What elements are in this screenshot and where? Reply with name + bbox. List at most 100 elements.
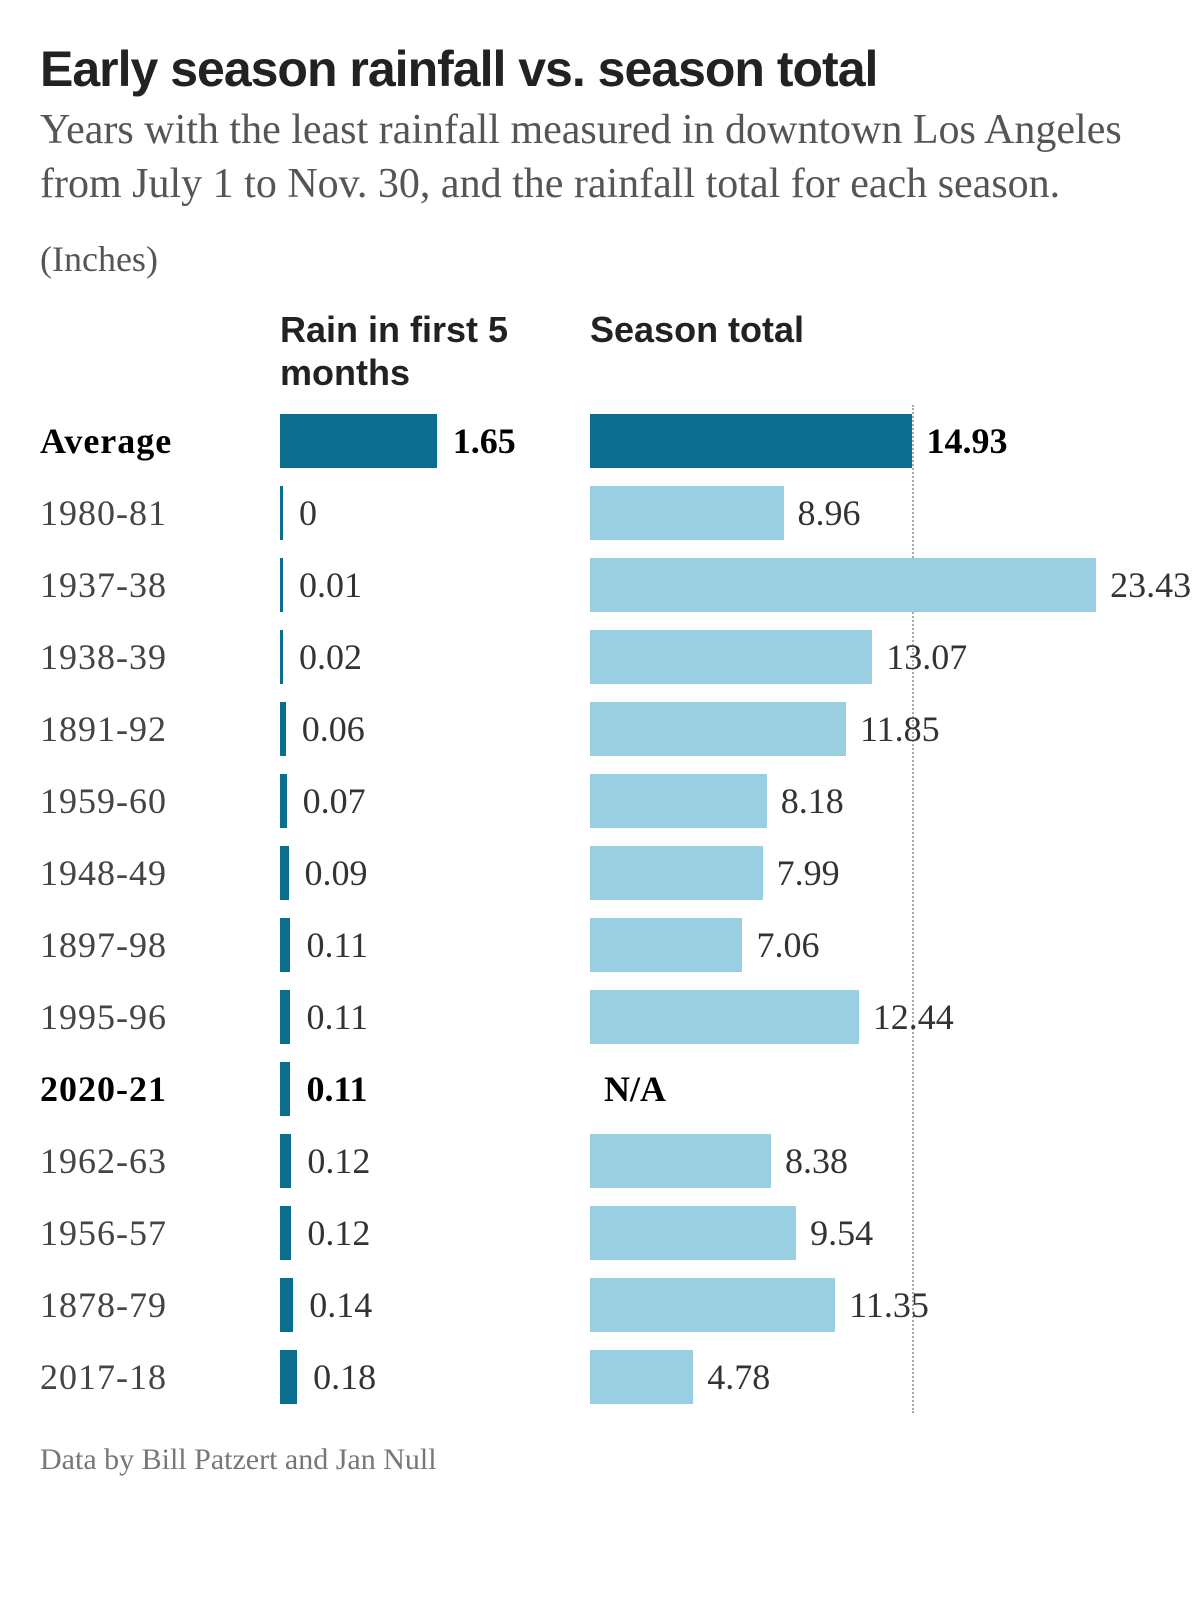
year-label: 1891-92 xyxy=(40,708,280,750)
year-label: 2020-21 xyxy=(40,1068,280,1110)
early-bar xyxy=(280,630,283,684)
total-bar xyxy=(590,918,742,972)
data-row: 1938-39 0.02 13.07 xyxy=(40,621,1160,693)
year-label: 1959-60 xyxy=(40,780,280,822)
total-cell: 23.43 xyxy=(590,549,1191,621)
early-value: 0.12 xyxy=(307,1140,370,1182)
early-value: 0.02 xyxy=(299,636,362,678)
early-value: 0.01 xyxy=(299,564,362,606)
year-label: 1897-98 xyxy=(40,924,280,966)
early-cell: 0.14 xyxy=(280,1278,590,1332)
early-bar xyxy=(280,846,289,900)
total-bar xyxy=(590,774,767,828)
total-value: 13.07 xyxy=(886,636,967,678)
total-value: 7.06 xyxy=(756,924,819,966)
year-label: 1948-49 xyxy=(40,852,280,894)
early-value: 0.14 xyxy=(309,1284,372,1326)
early-cell: 0.18 xyxy=(280,1350,590,1404)
total-cell: 4.78 xyxy=(590,1341,1160,1413)
year-label: 2017-18 xyxy=(40,1356,280,1398)
chart-container: Early season rainfall vs. season total Y… xyxy=(0,0,1200,1507)
total-cell: 7.99 xyxy=(590,837,1160,909)
total-value: 4.78 xyxy=(707,1356,770,1398)
early-bar xyxy=(280,918,290,972)
total-value: 8.18 xyxy=(781,780,844,822)
early-value: 0.09 xyxy=(305,852,368,894)
data-row: 1995-960.1112.44 xyxy=(40,981,1160,1053)
early-cell: 0 xyxy=(280,486,590,540)
total-cell: 8.38 xyxy=(590,1125,1160,1197)
total-value: 8.96 xyxy=(798,492,861,534)
early-bar xyxy=(280,1278,293,1332)
year-label: Average xyxy=(40,420,280,462)
total-cell: 11.85 xyxy=(590,693,1160,765)
early-cell: 0.06 xyxy=(280,702,590,756)
early-bar xyxy=(280,1062,290,1116)
early-cell: 0.09 xyxy=(280,846,590,900)
total-bar xyxy=(590,1134,771,1188)
early-value: 0.18 xyxy=(313,1356,376,1398)
early-cell: 1.65 xyxy=(280,414,590,468)
early-value: 0 xyxy=(299,492,317,534)
data-row: 2017-18 0.18 4.78 xyxy=(40,1341,1160,1413)
total-cell: 12.44 xyxy=(590,981,1160,1053)
early-cell: 0.02 xyxy=(280,630,590,684)
chart-rows: Average1.6514.931980-8108.961937-380.012… xyxy=(40,405,1160,1413)
year-label: 1937-38 xyxy=(40,564,280,606)
header-year xyxy=(40,308,280,396)
year-label: 1962-63 xyxy=(40,1140,280,1182)
year-label: 1938-39 xyxy=(40,636,280,678)
avg-reference-line xyxy=(912,405,914,1413)
early-cell: 0.07 xyxy=(280,774,590,828)
year-label: 1980-81 xyxy=(40,492,280,534)
total-bar xyxy=(590,558,1096,612)
early-bar xyxy=(280,414,437,468)
early-bar xyxy=(280,774,287,828)
early-bar xyxy=(280,990,290,1044)
total-cell: 13.07 xyxy=(590,621,1160,693)
total-value: 7.99 xyxy=(777,852,840,894)
early-bar xyxy=(280,702,286,756)
total-cell: N/A xyxy=(590,1053,1160,1125)
column-headers: Rain in first 5 months Season total xyxy=(40,308,1160,396)
total-bar xyxy=(590,990,859,1044)
early-cell: 0.12 xyxy=(280,1206,590,1260)
early-value: 0.06 xyxy=(302,708,365,750)
early-cell: 0.11 xyxy=(280,990,590,1044)
total-bar xyxy=(590,630,872,684)
early-value: 0.07 xyxy=(303,780,366,822)
early-bar xyxy=(280,1350,297,1404)
early-cell: 0.01 xyxy=(280,558,590,612)
total-value: 12.44 xyxy=(873,996,954,1038)
total-value: 23.43 xyxy=(1110,564,1191,606)
total-cell: 7.06 xyxy=(590,909,1160,981)
data-row: 1980-81 0 8.96 xyxy=(40,477,1160,549)
data-row: 1959-60 0.07 8.18 xyxy=(40,765,1160,837)
early-cell: 0.11 xyxy=(280,918,590,972)
chart-title: Early season rainfall vs. season total xyxy=(40,40,1160,98)
total-bar xyxy=(590,414,912,468)
total-bar xyxy=(590,702,846,756)
early-value: 0.12 xyxy=(307,1212,370,1254)
header-early: Rain in first 5 months xyxy=(280,308,590,396)
early-cell: 0.11 xyxy=(280,1062,590,1116)
total-bar xyxy=(590,486,784,540)
data-row: Average1.6514.93 xyxy=(40,405,1160,477)
data-row: 1891-92 0.06 11.85 xyxy=(40,693,1160,765)
total-bar xyxy=(590,846,763,900)
early-bar xyxy=(280,1134,291,1188)
chart-body: Rain in first 5 months Season total Aver… xyxy=(40,308,1160,1414)
data-row: 1962-63 0.12 8.38 xyxy=(40,1125,1160,1197)
data-row: 1937-380.0123.43 xyxy=(40,549,1160,621)
data-row: 2020-21 0.11 N/A xyxy=(40,1053,1160,1125)
total-bar xyxy=(590,1350,693,1404)
early-value: 1.65 xyxy=(453,420,516,462)
early-bar xyxy=(280,1206,291,1260)
early-value: 0.11 xyxy=(306,1068,367,1110)
total-bar xyxy=(590,1206,796,1260)
early-bar xyxy=(280,558,283,612)
data-row: 1878-790.1411.35 xyxy=(40,1269,1160,1341)
total-bar xyxy=(590,1278,835,1332)
source-credit: Data by Bill Patzert and Jan Null xyxy=(40,1443,1160,1477)
total-cell: 8.18 xyxy=(590,765,1160,837)
